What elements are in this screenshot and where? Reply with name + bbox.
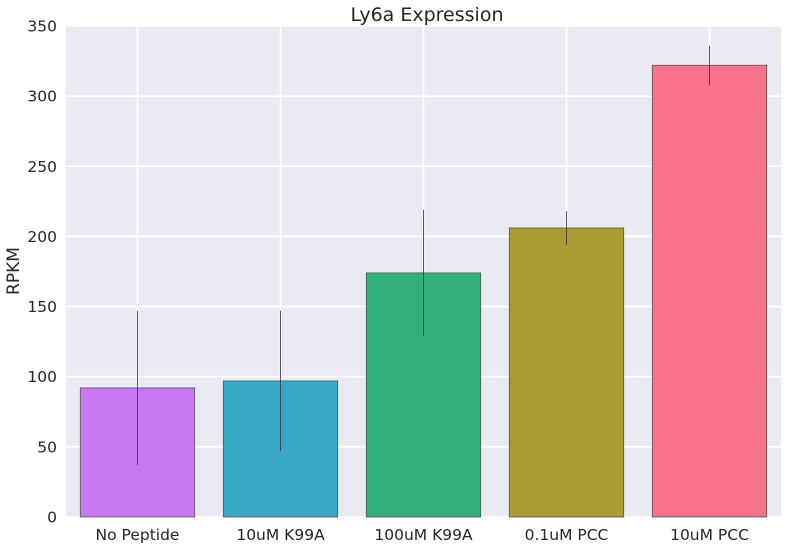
y-tick-labels: 0 50 100 150 200 250 300 350 [27, 18, 57, 527]
y-tick-label: 100 [27, 368, 57, 386]
chart-title: Ly6a Expression [351, 4, 504, 26]
x-tick-label: 0.1uM PCC [525, 526, 609, 544]
x-tick-label: 10uM PCC [670, 526, 749, 544]
y-tick-label: 350 [27, 18, 57, 36]
x-tick-label: No Peptide [96, 526, 180, 544]
bar [651, 64, 768, 518]
x-tick-label: 100uM K99A [374, 526, 473, 544]
y-tick-label: 50 [37, 438, 57, 456]
y-tick-label: 0 [47, 509, 57, 527]
y-tick-label: 300 [27, 88, 57, 106]
y-tick-label: 250 [27, 158, 57, 176]
bar [508, 227, 625, 518]
error-bars [137, 45, 710, 466]
x-tick-label: 10uM K99A [236, 526, 325, 544]
y-tick-label: 200 [27, 228, 57, 246]
y-axis-label: RPKM [4, 247, 24, 295]
x-tick-labels: No Peptide 10uM K99A 100uM K99A 0.1uM PCC 10… [96, 526, 749, 544]
y-tick-label: 150 [27, 298, 57, 316]
